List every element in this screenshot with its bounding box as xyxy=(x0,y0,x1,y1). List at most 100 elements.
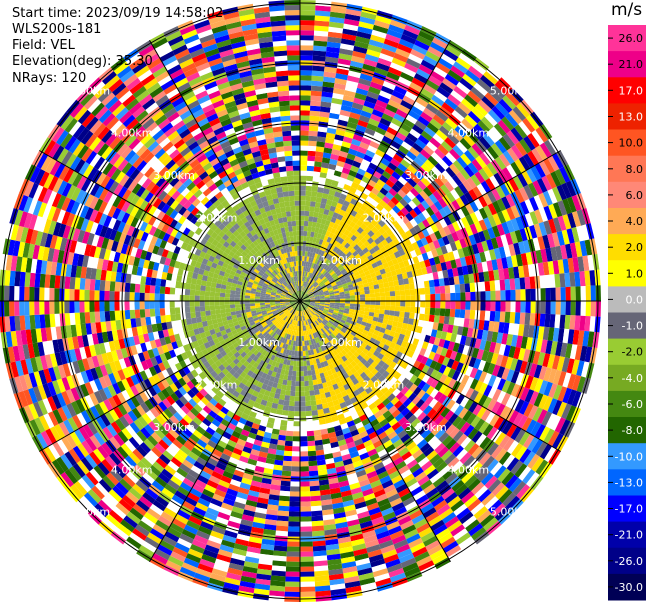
velocity-gate xyxy=(419,260,426,269)
velocity-gate xyxy=(375,99,388,109)
velocity-gate xyxy=(117,462,130,475)
velocity-gate xyxy=(435,528,451,540)
velocity-gate xyxy=(552,186,563,203)
velocity-gate xyxy=(397,76,412,87)
velocity-gate xyxy=(462,246,470,257)
velocity-gate xyxy=(324,453,334,460)
velocity-gate xyxy=(346,472,358,481)
velocity-gate xyxy=(411,196,421,207)
velocity-gate xyxy=(322,338,328,345)
velocity-gate xyxy=(488,270,495,282)
velocity-gate xyxy=(289,308,294,313)
velocity-gate xyxy=(385,301,391,306)
velocity-gate xyxy=(204,484,217,494)
velocity-gate xyxy=(288,521,300,527)
velocity-gate xyxy=(301,305,305,311)
velocity-gate xyxy=(340,145,350,154)
velocity-gate xyxy=(246,494,259,503)
velocity-gate xyxy=(242,509,256,517)
velocity-gate xyxy=(400,433,411,443)
velocity-gate xyxy=(288,313,292,318)
velocity-gate xyxy=(404,24,421,36)
velocity-gate xyxy=(388,384,397,394)
velocity-gate xyxy=(440,53,456,66)
velocity-gate xyxy=(529,390,539,406)
velocity-gate xyxy=(561,229,570,245)
velocity-gate xyxy=(393,222,402,231)
velocity-gate xyxy=(367,237,375,245)
velocity-gate xyxy=(270,580,286,587)
velocity-gate xyxy=(500,234,509,247)
velocity-gate xyxy=(268,359,274,366)
velocity-gate xyxy=(381,323,388,329)
velocity-gate xyxy=(427,272,434,281)
velocity-gate xyxy=(322,287,328,291)
velocity-gate xyxy=(275,449,285,456)
velocity-gate xyxy=(369,511,383,521)
velocity-gate xyxy=(349,186,357,194)
velocity-gate xyxy=(582,330,590,347)
velocity-gate xyxy=(397,127,410,137)
velocity-gate xyxy=(349,408,357,416)
velocity-gate xyxy=(399,290,406,296)
velocity-gate xyxy=(306,319,309,325)
velocity-gate xyxy=(52,409,64,424)
velocity-gate xyxy=(300,426,307,432)
velocity-gate xyxy=(407,178,418,188)
velocity-gate xyxy=(333,260,339,266)
velocity-gate xyxy=(310,105,321,112)
velocity-gate xyxy=(390,434,401,444)
velocity-gate xyxy=(215,352,223,360)
velocity-gate xyxy=(351,412,360,421)
velocity-gate xyxy=(233,321,240,327)
velocity-gate xyxy=(360,275,367,281)
velocity-gate xyxy=(355,274,361,280)
velocity-gate xyxy=(242,360,250,368)
velocity-gate xyxy=(357,426,366,434)
velocity-gate xyxy=(485,178,496,191)
velocity-gate xyxy=(312,263,317,269)
velocity-gate xyxy=(503,344,511,357)
velocity-gate xyxy=(498,451,511,466)
velocity-gate xyxy=(538,394,549,410)
velocity-gate xyxy=(506,220,515,233)
velocity-gate xyxy=(444,410,455,421)
velocity-gate xyxy=(371,29,387,39)
velocity-gate xyxy=(311,287,316,292)
velocity-gate xyxy=(506,256,514,268)
velocity-gate xyxy=(308,292,313,296)
velocity-gate xyxy=(468,318,475,329)
velocity-gate xyxy=(300,306,302,311)
velocity-gate xyxy=(539,444,552,460)
velocity-gate xyxy=(102,475,116,489)
velocity-gate xyxy=(488,109,502,124)
velocity-gate xyxy=(309,115,320,122)
velocity-gate xyxy=(302,255,305,262)
velocity-gate xyxy=(267,321,273,327)
velocity-gate xyxy=(346,121,358,130)
velocity-gate xyxy=(294,330,297,336)
velocity-gate xyxy=(311,75,324,82)
velocity-gate xyxy=(301,310,303,316)
velocity-gate xyxy=(253,418,262,425)
velocity-gate xyxy=(68,448,81,464)
velocity-gate xyxy=(139,370,148,381)
velocity-gate xyxy=(93,432,106,446)
velocity-gate xyxy=(368,553,384,563)
velocity-gate xyxy=(423,464,436,476)
velocity-gate xyxy=(182,427,193,438)
velocity-gate xyxy=(528,182,539,197)
velocity-gate xyxy=(253,588,270,596)
velocity-gate xyxy=(358,345,365,352)
velocity-gate xyxy=(378,313,385,319)
velocity-gate xyxy=(132,483,146,496)
velocity-gate xyxy=(103,374,113,387)
velocity-gate xyxy=(338,309,345,313)
velocity-gate xyxy=(445,332,453,342)
velocity-gate xyxy=(363,226,371,234)
velocity-gate xyxy=(492,200,502,214)
velocity-gate xyxy=(289,395,295,402)
velocity-gate xyxy=(254,583,271,591)
velocity-gate xyxy=(126,365,135,377)
velocity-gate xyxy=(316,278,322,284)
